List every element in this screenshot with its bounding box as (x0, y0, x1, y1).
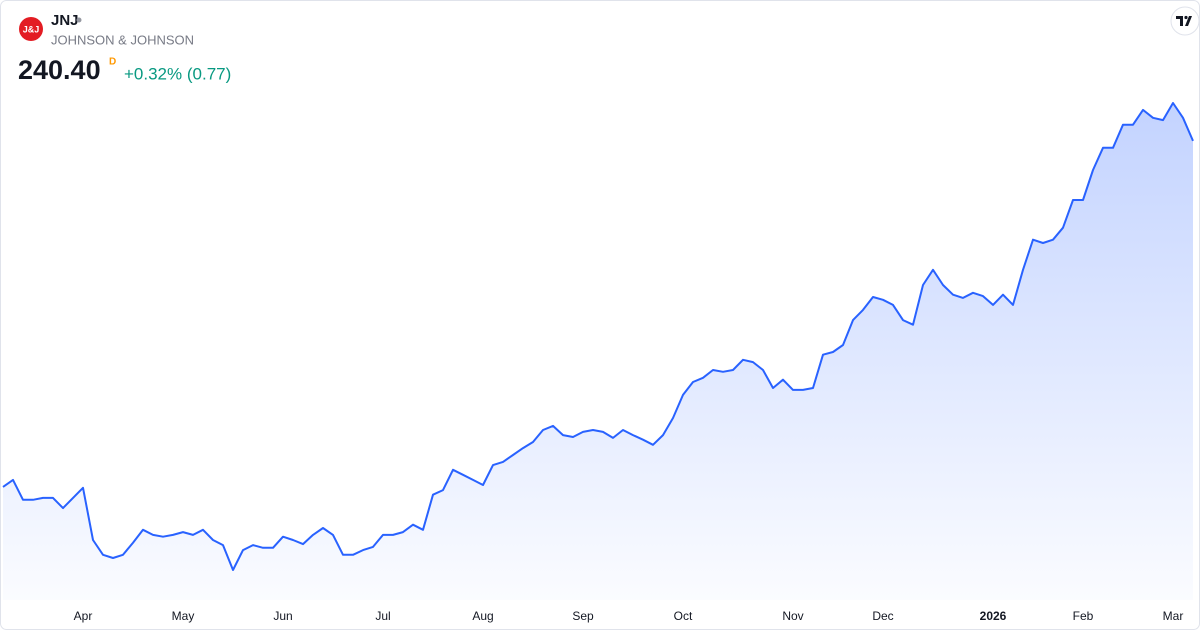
area-fill (3, 103, 1193, 600)
x-tick-label: May (172, 609, 195, 623)
symbol: JNJ (51, 12, 79, 29)
x-tick-label: Aug (472, 609, 493, 623)
x-tick-label: Jun (273, 609, 292, 623)
x-tick-label: Feb (1073, 609, 1094, 623)
tv-logo[interactable] (1170, 6, 1200, 36)
status-dot (76, 17, 82, 23)
x-tick-label: 2026 (980, 609, 1007, 623)
x-tick-label: Apr (74, 609, 93, 623)
price-change: +0.32% (0.77) (124, 64, 231, 83)
price-flag: D (109, 57, 116, 68)
x-tick-label: Dec (872, 609, 893, 623)
x-tick-label: Nov (782, 609, 803, 623)
x-tick-label: Jul (375, 609, 390, 623)
logo (19, 17, 43, 41)
price-line (2, 102, 1194, 571)
price: 240.40 (18, 55, 101, 85)
x-tick-label: Sep (572, 609, 594, 623)
company-name: JOHNSON & JOHNSON (51, 32, 194, 47)
logo-text: J&J (23, 24, 40, 34)
x-tick-label: Oct (674, 609, 693, 623)
x-tick-label: Mar (1163, 609, 1184, 623)
